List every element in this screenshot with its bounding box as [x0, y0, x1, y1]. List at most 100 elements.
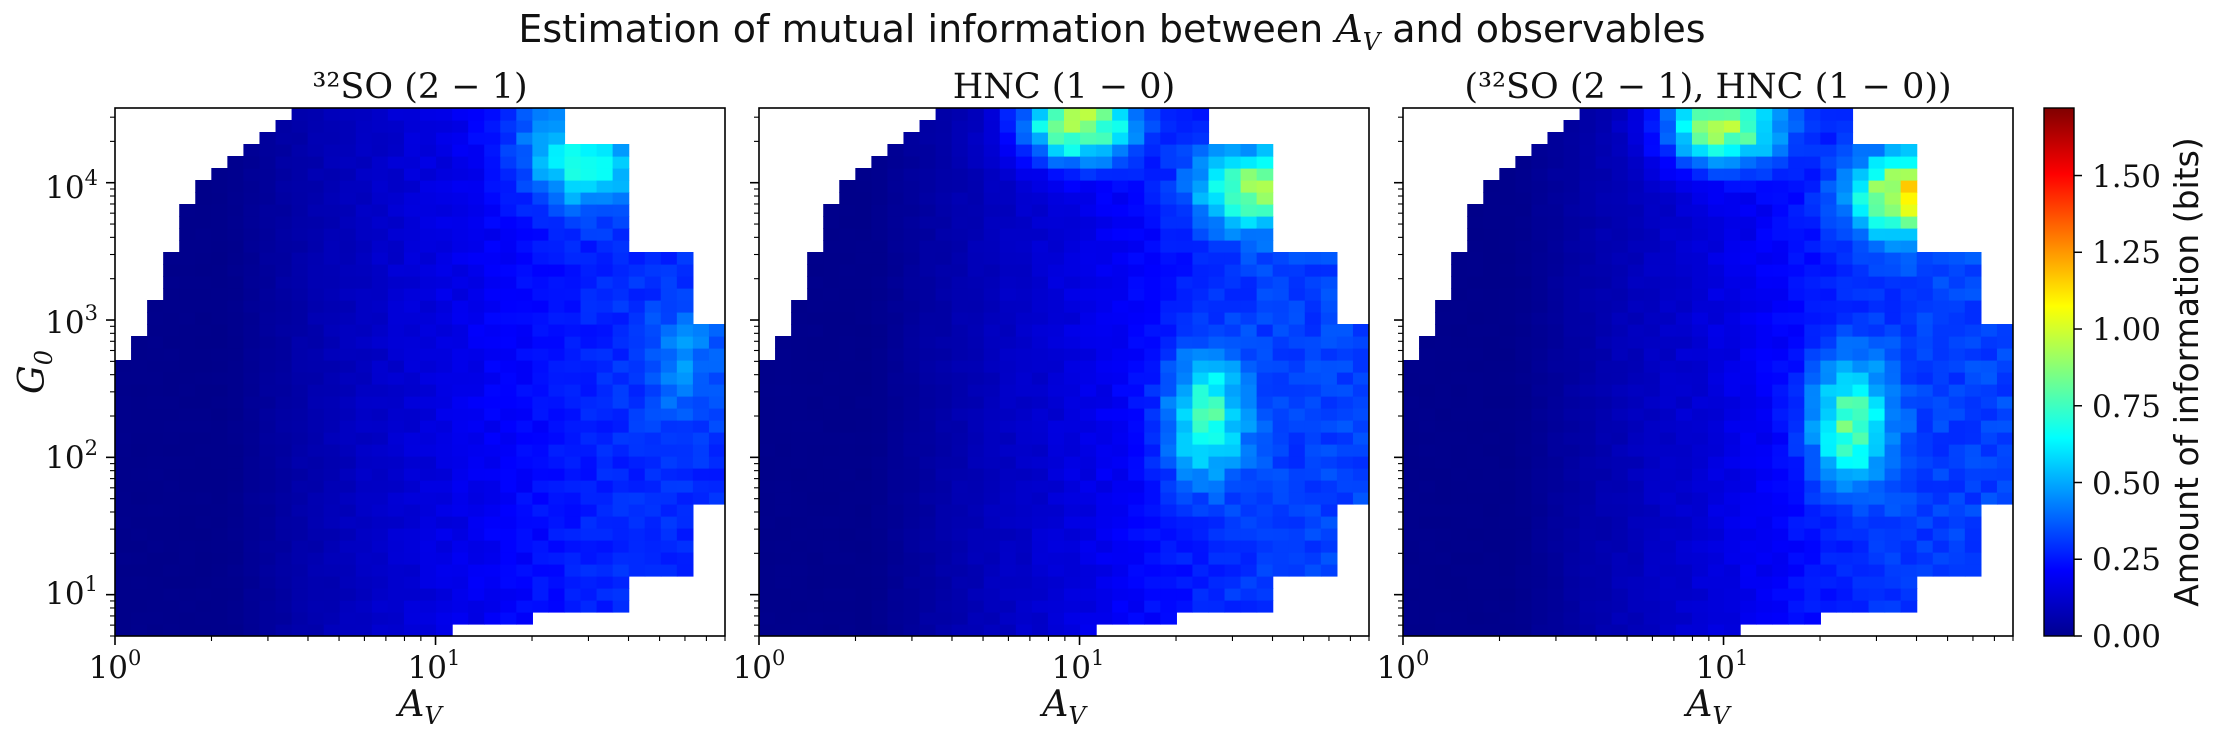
heatmap-cell [468, 552, 485, 565]
heatmap-cell [1756, 576, 1773, 589]
heatmap-cell [612, 396, 630, 409]
heatmap-cell [1932, 528, 1950, 541]
heatmap-cell [1756, 432, 1773, 445]
heatmap-cell [1467, 348, 1484, 361]
heatmap-cell [1352, 444, 1369, 457]
heatmap-cell [1772, 456, 1789, 469]
heatmap-cell [967, 564, 985, 577]
heatmap-cell [420, 312, 437, 325]
heatmap-cell [195, 528, 212, 541]
heatmap-cell [1192, 108, 1210, 121]
heatmap-cell [1015, 372, 1033, 385]
heatmap-cell [676, 420, 694, 433]
heatmap-cell [1531, 312, 1549, 325]
heatmap-cell [436, 504, 453, 517]
heatmap-cell [355, 456, 373, 469]
heatmap-cell [1047, 204, 1065, 217]
heatmap-cell [855, 588, 872, 601]
heatmap-cell [1467, 312, 1484, 325]
heatmap-cell [243, 420, 261, 433]
heatmap-cell [1932, 372, 1950, 385]
heatmap-cell [131, 420, 148, 433]
heatmap-cell [1675, 420, 1693, 433]
heatmap-cell [275, 288, 293, 301]
heatmap-cell [951, 612, 969, 625]
heatmap-cell [1627, 516, 1645, 529]
heatmap-cell [1804, 492, 1821, 505]
heatmap-cell [1836, 240, 1854, 253]
heatmap-cell [580, 540, 598, 553]
heatmap-cell [1579, 504, 1597, 517]
heatmap-cell [1611, 192, 1629, 205]
heatmap-cell [1932, 288, 1950, 301]
heatmap-cell [1980, 384, 1998, 397]
heatmap-cell [1804, 240, 1821, 253]
heatmap-cell [919, 288, 937, 301]
heatmap-cell [935, 252, 953, 265]
heatmap-cell [1176, 192, 1194, 205]
heatmap-cell [339, 312, 357, 325]
heatmap-cell [1579, 384, 1597, 397]
heatmap-cell [1403, 480, 1420, 493]
heatmap-cell [855, 372, 872, 385]
heatmap-cell [179, 312, 196, 325]
heatmap-cell [227, 360, 245, 373]
heatmap-cell [967, 600, 985, 613]
heatmap-cell [1515, 600, 1533, 613]
heatmap-cell [387, 396, 405, 409]
heatmap-cell [211, 372, 228, 385]
heatmap-cell [1435, 600, 1452, 613]
heatmap-cell [1499, 396, 1516, 409]
heatmap-cell [1144, 528, 1161, 541]
heatmap-cell [807, 564, 824, 577]
heatmap-cell [887, 540, 905, 553]
heatmap-cell [371, 372, 389, 385]
heatmap-cell [307, 552, 325, 565]
heatmap-cell [1483, 612, 1500, 625]
heatmap-cell [1659, 516, 1677, 529]
heatmap-cell [1192, 240, 1210, 253]
heatmap-cell [596, 252, 614, 265]
panel-title-3: (³²SO (2 − 1), HNC (1 − 0)) [1464, 67, 1951, 107]
heatmap-cell [532, 576, 550, 589]
heatmap-cell [1272, 444, 1290, 457]
heatmap-cell [887, 216, 905, 229]
heatmap-cell [1916, 312, 1934, 325]
heatmap-cell [612, 600, 630, 613]
heatmap-cell [1419, 408, 1436, 421]
heatmap-cell [532, 204, 550, 217]
heatmap-cell [484, 336, 501, 349]
heatmap-cell [1047, 324, 1065, 337]
heatmap-cell [1804, 384, 1821, 397]
heatmap-cell [1304, 324, 1322, 337]
heatmap-cell [1708, 576, 1725, 589]
heatmap-cell [275, 204, 293, 217]
heatmap-cell [452, 564, 469, 577]
heatmap-cell [1031, 180, 1049, 193]
heatmap-cell [823, 240, 840, 253]
heatmap-cell [1772, 492, 1789, 505]
heatmap-cell [403, 264, 421, 277]
heatmap-cell [468, 324, 485, 337]
heatmap-cell [1015, 396, 1033, 409]
heatmap-cell [855, 264, 872, 277]
heatmap-cell [1916, 336, 1934, 349]
heatmap-cell [484, 408, 501, 421]
heatmap-cell [291, 252, 309, 265]
heatmap-cell [1176, 576, 1194, 589]
heatmap-cell [275, 144, 293, 157]
heatmap-cell [1852, 348, 1870, 361]
heatmap-cell [516, 492, 533, 505]
heatmap-cell [500, 456, 517, 469]
heatmap-cell [967, 168, 985, 181]
heatmap-cell [967, 132, 985, 145]
heatmap-cell [163, 384, 180, 397]
heatmap-cell [1144, 576, 1161, 589]
heatmap-cell [1900, 420, 1918, 433]
heatmap-cell [580, 144, 598, 157]
heatmap-cell [1724, 168, 1741, 181]
heatmap-cell [436, 336, 453, 349]
heatmap-cell [1224, 300, 1242, 313]
heatmap-cell [1852, 312, 1870, 325]
heatmap-cell [1996, 468, 2013, 481]
